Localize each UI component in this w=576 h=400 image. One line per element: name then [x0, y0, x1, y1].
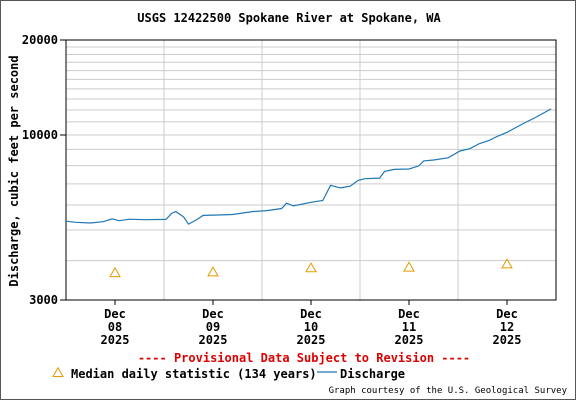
x-tick-label: 2025 — [199, 333, 228, 347]
x-tick-label: 09 — [206, 320, 220, 334]
x-tick-label: Dec — [202, 307, 224, 321]
x-tick-label: 2025 — [101, 333, 130, 347]
x-tick-label: 2025 — [493, 333, 522, 347]
median-marker — [501, 258, 513, 269]
x-tick-label: 10 — [304, 320, 318, 334]
y-tick-label: 10000 — [22, 128, 58, 142]
legend-median-label: Median daily statistic (134 years) — [71, 367, 317, 381]
series-layer — [65, 108, 552, 278]
legend-median-symbol — [52, 366, 64, 377]
median-marker — [305, 262, 317, 273]
x-tick-label: Dec — [104, 307, 126, 321]
chart-title: USGS 12422500 Spokane River at Spokane, … — [137, 11, 441, 25]
median-marker — [403, 261, 415, 272]
legend-layer — [52, 366, 337, 377]
usgs-courtesy-note: Graph courtesy of the U.S. Geological Su… — [328, 386, 567, 396]
y-tick-label: 20000 — [22, 33, 58, 47]
median-marker — [207, 266, 219, 277]
grid-layer — [66, 40, 556, 300]
y-tick-label: 3000 — [29, 293, 58, 307]
x-tick-label: 2025 — [395, 333, 424, 347]
provisional-notice: ---- Provisional Data Subject to Revisio… — [137, 351, 471, 365]
legend-discharge-label: Discharge — [340, 367, 406, 381]
x-tick-label: 2025 — [297, 333, 326, 347]
x-tick-label: 08 — [108, 320, 122, 334]
axis-layer: 30001000020000Dec082025Dec092025Dec10202… — [22, 33, 557, 347]
discharge-series-line — [65, 108, 552, 225]
x-tick-label: Dec — [398, 307, 420, 321]
median-marker — [109, 266, 121, 278]
x-tick-label: 11 — [402, 320, 416, 334]
x-tick-label: Dec — [300, 307, 322, 321]
x-tick-label: 12 — [500, 320, 514, 334]
x-tick-label: Dec — [496, 307, 518, 321]
